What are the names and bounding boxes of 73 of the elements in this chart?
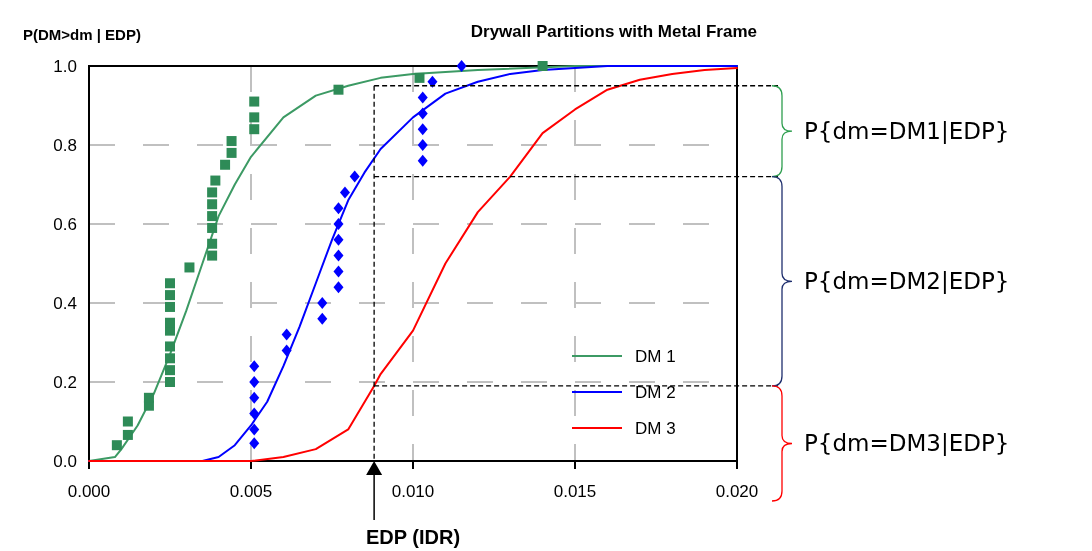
point <box>143 392 154 403</box>
point <box>317 297 328 309</box>
point <box>349 170 360 183</box>
y-tick-label: 1.0 <box>53 57 77 76</box>
point <box>226 147 237 158</box>
point <box>249 376 260 388</box>
point <box>122 416 133 427</box>
y-tick-label: 0.4 <box>53 294 77 313</box>
point <box>207 222 218 233</box>
point <box>333 233 344 246</box>
point <box>165 365 175 376</box>
point <box>165 301 175 312</box>
point <box>427 75 438 88</box>
point <box>220 159 231 170</box>
point <box>417 91 428 104</box>
point <box>207 250 218 261</box>
point <box>339 186 350 199</box>
chart-title: Drywall Partitions with Metal Frame <box>470 22 757 41</box>
x-tick-label: 0.020 <box>715 482 759 501</box>
point <box>333 218 344 230</box>
point <box>333 265 344 278</box>
point <box>111 440 122 451</box>
point <box>281 344 292 357</box>
point <box>249 96 260 107</box>
x-tick-label: 0.000 <box>67 482 111 501</box>
text: P{dm=DM2|EDP} <box>804 268 1010 295</box>
point <box>537 61 548 71</box>
point <box>226 136 237 147</box>
legend-label: DM 2 <box>635 383 676 402</box>
point <box>456 60 467 72</box>
y-tick-label: 0.8 <box>53 136 77 155</box>
point <box>417 154 428 167</box>
legend-label: DM 3 <box>635 419 676 438</box>
point <box>207 187 218 198</box>
legend-label: DM 1 <box>635 347 676 366</box>
point <box>333 84 344 95</box>
point <box>249 124 260 135</box>
y-tick-label: 0.2 <box>53 373 77 392</box>
point <box>249 423 260 436</box>
point <box>333 202 344 215</box>
point <box>165 290 175 301</box>
x-tick-label: 0.010 <box>391 482 435 501</box>
point <box>417 107 428 120</box>
point <box>317 312 328 325</box>
point <box>207 199 218 210</box>
y-axis-title: P(DM>dm | EDP) <box>23 26 141 43</box>
y-tick-label: 0.6 <box>53 215 77 234</box>
point <box>165 278 175 289</box>
point <box>249 112 260 123</box>
point <box>333 281 344 294</box>
point <box>414 72 425 83</box>
y-tick-label: 0.0 <box>53 452 77 471</box>
point <box>249 360 260 373</box>
x-tick-label: 0.015 <box>553 482 597 501</box>
point <box>207 238 218 249</box>
point <box>249 407 260 420</box>
point <box>207 211 218 222</box>
point <box>165 353 175 364</box>
text: P{dm=DM1|EDP} <box>804 118 1010 145</box>
point <box>333 249 344 262</box>
point <box>249 391 260 404</box>
point <box>165 377 175 387</box>
text: P{dm=DM3|EDP} <box>804 430 1010 457</box>
point <box>210 175 221 186</box>
point <box>417 123 428 136</box>
x-axis-title: EDP (IDR) <box>365 526 461 548</box>
point <box>165 341 175 352</box>
x-tick-label: 0.005 <box>229 482 273 501</box>
point <box>281 328 292 341</box>
point <box>122 429 133 440</box>
point <box>249 437 260 450</box>
point <box>417 139 428 151</box>
point <box>184 262 195 273</box>
